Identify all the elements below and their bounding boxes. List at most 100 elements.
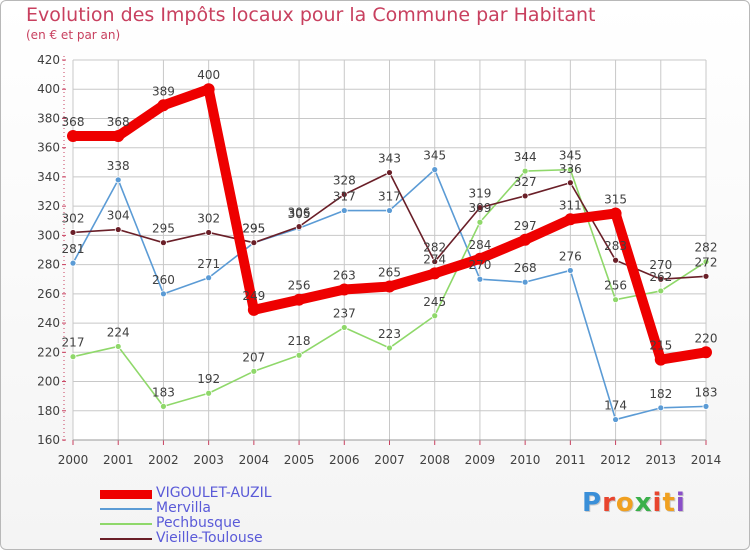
data-point [69, 259, 77, 267]
data-point [69, 229, 77, 236]
data-point [340, 324, 348, 331]
y-tick-label: 320 [37, 199, 60, 213]
data-point [386, 207, 393, 214]
data-point [612, 256, 619, 264]
data-label: 315 [604, 192, 627, 206]
data-point [202, 83, 215, 96]
data-label: 317 [378, 190, 401, 204]
data-label: 282 [423, 241, 446, 255]
data-labels: 281 338 260 271 295 305 317 317 345 270 268 276 174 1… [62, 68, 718, 412]
data-point [431, 312, 439, 320]
data-point [114, 343, 122, 350]
y-tick-label: 400 [37, 82, 60, 96]
data-label: 283 [604, 239, 627, 253]
x-tick-label: 2012 [600, 453, 631, 467]
data-label: 174 [604, 399, 627, 413]
x-tick-label: 2002 [148, 453, 179, 467]
data-point [114, 226, 122, 233]
y-tick-label: 260 [37, 287, 60, 301]
axes: 160 180 200 220 240 260 280 300 320 340 360 380 400 4… [37, 53, 721, 467]
y-tick-label: 280 [37, 258, 60, 272]
data-point [476, 204, 484, 212]
data-point [612, 296, 619, 304]
data-point [157, 99, 170, 112]
y-tick-label: 380 [37, 111, 60, 125]
data-label: 217 [62, 336, 85, 350]
data-point [431, 258, 439, 266]
data-label: 319 [468, 187, 491, 201]
x-tick-label: 2010 [510, 453, 541, 467]
data-point [700, 346, 712, 359]
data-label: 223 [378, 327, 401, 341]
data-label: 344 [514, 150, 537, 164]
x-tick-label: 2007 [374, 453, 405, 467]
logo-letter: i [675, 488, 686, 518]
data-point [250, 367, 258, 375]
data-label: 368 [62, 115, 85, 129]
data-point [112, 130, 125, 142]
data-label: 215 [649, 339, 672, 353]
legend-label: Mervilla [156, 500, 211, 516]
y-tick-label: 300 [37, 228, 60, 242]
data-label: 345 [559, 149, 582, 163]
data-point [340, 207, 348, 214]
legend-item: Pechbusque [100, 515, 420, 531]
data-point [383, 280, 396, 293]
data-label: 220 [695, 331, 718, 345]
logo-letter: t [662, 488, 676, 518]
data-label: 317 [333, 190, 356, 204]
x-tick-label: 2001 [103, 453, 134, 467]
data-label: 183 [695, 385, 718, 399]
data-point [657, 275, 665, 283]
data-point [566, 179, 574, 187]
x-tick-label: 2000 [58, 453, 89, 467]
data-label: 272 [695, 255, 718, 269]
data-label: 400 [197, 68, 220, 82]
chart-subtitle: (en € et par an) [26, 28, 121, 42]
x-tick-label: 2014 [691, 453, 722, 467]
data-label: 304 [107, 209, 130, 223]
data-point [564, 213, 577, 226]
data-point [519, 233, 532, 246]
data-label: 302 [197, 211, 220, 225]
data-label: 192 [197, 372, 220, 386]
data-label: 343 [378, 152, 401, 166]
data-label: 237 [333, 306, 356, 320]
grid-lines [72, 59, 707, 441]
proxiti-logo: Proxiti [582, 488, 686, 518]
data-point [702, 258, 710, 266]
legend-item: Vieille-Toulouse [100, 530, 420, 546]
logo-letter: r [602, 488, 616, 518]
data-label: 295 [242, 222, 265, 236]
data-label: 207 [242, 350, 265, 364]
data-point [250, 239, 258, 247]
data-label: 311 [559, 198, 582, 212]
y-tick-label: 360 [37, 141, 60, 155]
logo-letter: P [582, 488, 603, 518]
data-point [521, 192, 529, 200]
data-point [160, 402, 167, 410]
data-label: 302 [62, 211, 85, 225]
data-point [205, 274, 213, 282]
data-point [67, 130, 79, 142]
y-tick-label: 200 [37, 375, 60, 389]
legend-swatch [100, 538, 152, 540]
data-point [657, 287, 665, 295]
chart-title: Evolution des Impôts locaux pour la Comm… [26, 4, 596, 26]
data-label: 249 [242, 289, 265, 303]
data-point [476, 275, 484, 283]
data-label: 182 [649, 387, 672, 401]
data-label: 305 [288, 207, 311, 221]
data-point [428, 267, 441, 280]
legend-swatch [100, 508, 152, 510]
data-label: 368 [107, 115, 130, 129]
x-tick-label: 2008 [419, 453, 450, 467]
data-point [612, 416, 619, 423]
legend-label: VIGOULET-AUZIL [156, 485, 272, 501]
data-label: 328 [333, 173, 356, 187]
y-tick-label: 420 [37, 53, 60, 67]
x-tick-label: 2009 [465, 453, 496, 467]
x-tick-label: 2003 [193, 453, 224, 467]
data-point [566, 166, 574, 174]
